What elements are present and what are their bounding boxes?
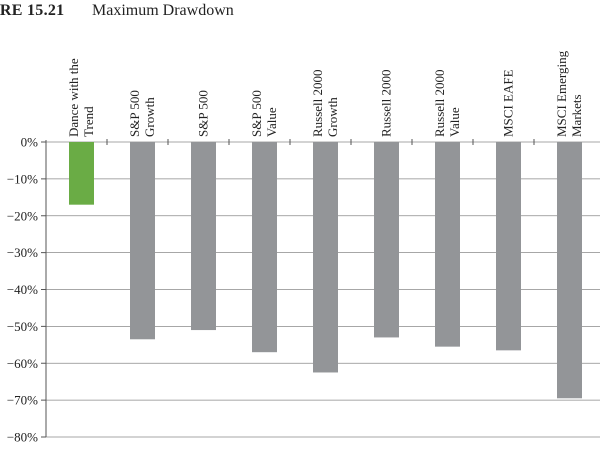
category-label: Russell 2000: [432, 69, 447, 137]
bar: [435, 142, 460, 347]
category-label: MSCI EAFE: [501, 69, 516, 137]
y-tick-label: −50%: [7, 319, 38, 334]
category-label: Trend: [81, 106, 96, 137]
bar: [130, 142, 155, 340]
bar: [313, 142, 338, 373]
y-tick-label: −10%: [7, 171, 38, 186]
bar: [69, 142, 94, 205]
bar: [496, 142, 521, 351]
y-tick-label: −70%: [7, 393, 38, 408]
y-tick-label: −80%: [7, 430, 38, 445]
y-tick-label: −60%: [7, 356, 38, 371]
category-label: Russell 2000: [310, 69, 325, 137]
category-label: Value: [447, 107, 462, 137]
bar: [557, 142, 582, 399]
category-label: Markets: [569, 94, 584, 137]
y-tick-label: −20%: [7, 208, 38, 223]
category-label: MSCI Emerging: [554, 50, 569, 137]
y-tick-label: −30%: [7, 245, 38, 260]
category-label: Growth: [325, 97, 340, 137]
y-tick-label: 0%: [21, 135, 39, 150]
bar: [252, 142, 277, 353]
figure-title: Maximum Drawdown: [92, 2, 234, 19]
category-label: Growth: [142, 97, 157, 137]
category-label: Value: [264, 107, 279, 137]
bar: [191, 142, 216, 331]
category-label: S&P 500: [249, 90, 264, 137]
category-label: S&P 500: [196, 90, 211, 137]
bar: [374, 142, 399, 338]
category-label: Russell 2000: [379, 69, 394, 137]
y-tick-label: −40%: [7, 282, 38, 297]
category-label: Dance with the: [66, 58, 81, 137]
category-label: S&P 500: [127, 90, 142, 137]
figure-label: URE 15.21: [0, 2, 65, 19]
